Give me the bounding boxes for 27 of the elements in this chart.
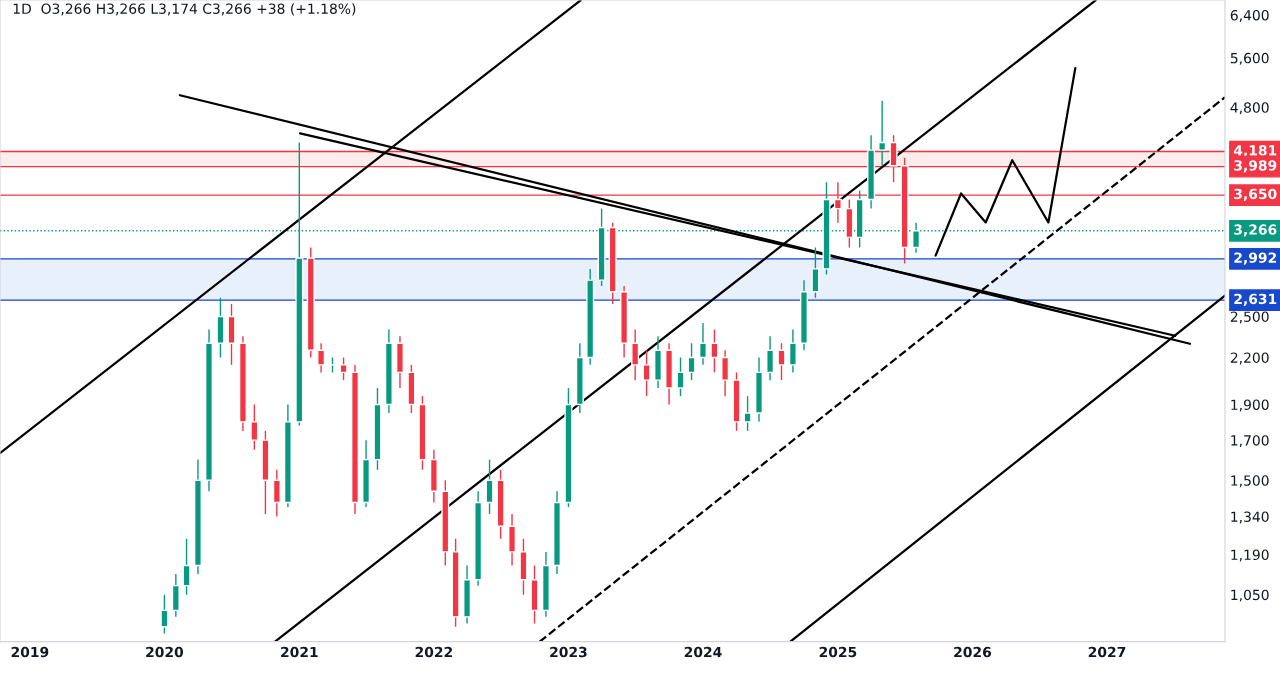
x-tick-label: 2021 bbox=[281, 646, 318, 658]
ref-line-label: 4,181 bbox=[1233, 145, 1277, 158]
y-tick-label: 1,340 bbox=[1231, 511, 1269, 524]
ref-line-label: 3,266 bbox=[1234, 224, 1277, 237]
ref-line-label: 3,650 bbox=[1234, 188, 1277, 201]
y-tick-label: 6,400 bbox=[1230, 9, 1269, 22]
y-tick-label: 1,500 bbox=[1231, 475, 1269, 488]
x-tick-label: 2027 bbox=[1088, 646, 1126, 658]
y-tick-label: 1,900 bbox=[1231, 399, 1269, 412]
chart-title: 1D O3,266 H3,266 L3,174 C3,266 +38 (+1.18%) bbox=[13, 3, 356, 16]
x-tick-label: 2022 bbox=[415, 646, 452, 658]
y-tick-label: 4,800 bbox=[1230, 102, 1269, 115]
y-tick-label: 1,700 bbox=[1231, 435, 1269, 448]
y-tick-label: 2,200 bbox=[1230, 352, 1269, 365]
x-tick-label: 2019 bbox=[11, 646, 49, 658]
ref-line-label: 2,992 bbox=[1234, 252, 1277, 265]
x-tick-label: 2026 bbox=[954, 646, 992, 658]
x-tick-label: 2020 bbox=[146, 646, 184, 658]
y-tick-label: 5,600 bbox=[1230, 52, 1269, 65]
y-tick-label: 2,500 bbox=[1230, 311, 1269, 324]
x-tick-label: 2023 bbox=[550, 646, 587, 658]
y-tick-label: 1,190 bbox=[1231, 549, 1269, 562]
ref-line-label: 3,989 bbox=[1234, 160, 1277, 173]
ref-line-label: 2,631 bbox=[1234, 293, 1277, 306]
x-tick-label: 2024 bbox=[684, 646, 722, 658]
y-tick-label: 1,050 bbox=[1231, 589, 1269, 602]
x-tick-label: 2025 bbox=[819, 646, 857, 658]
